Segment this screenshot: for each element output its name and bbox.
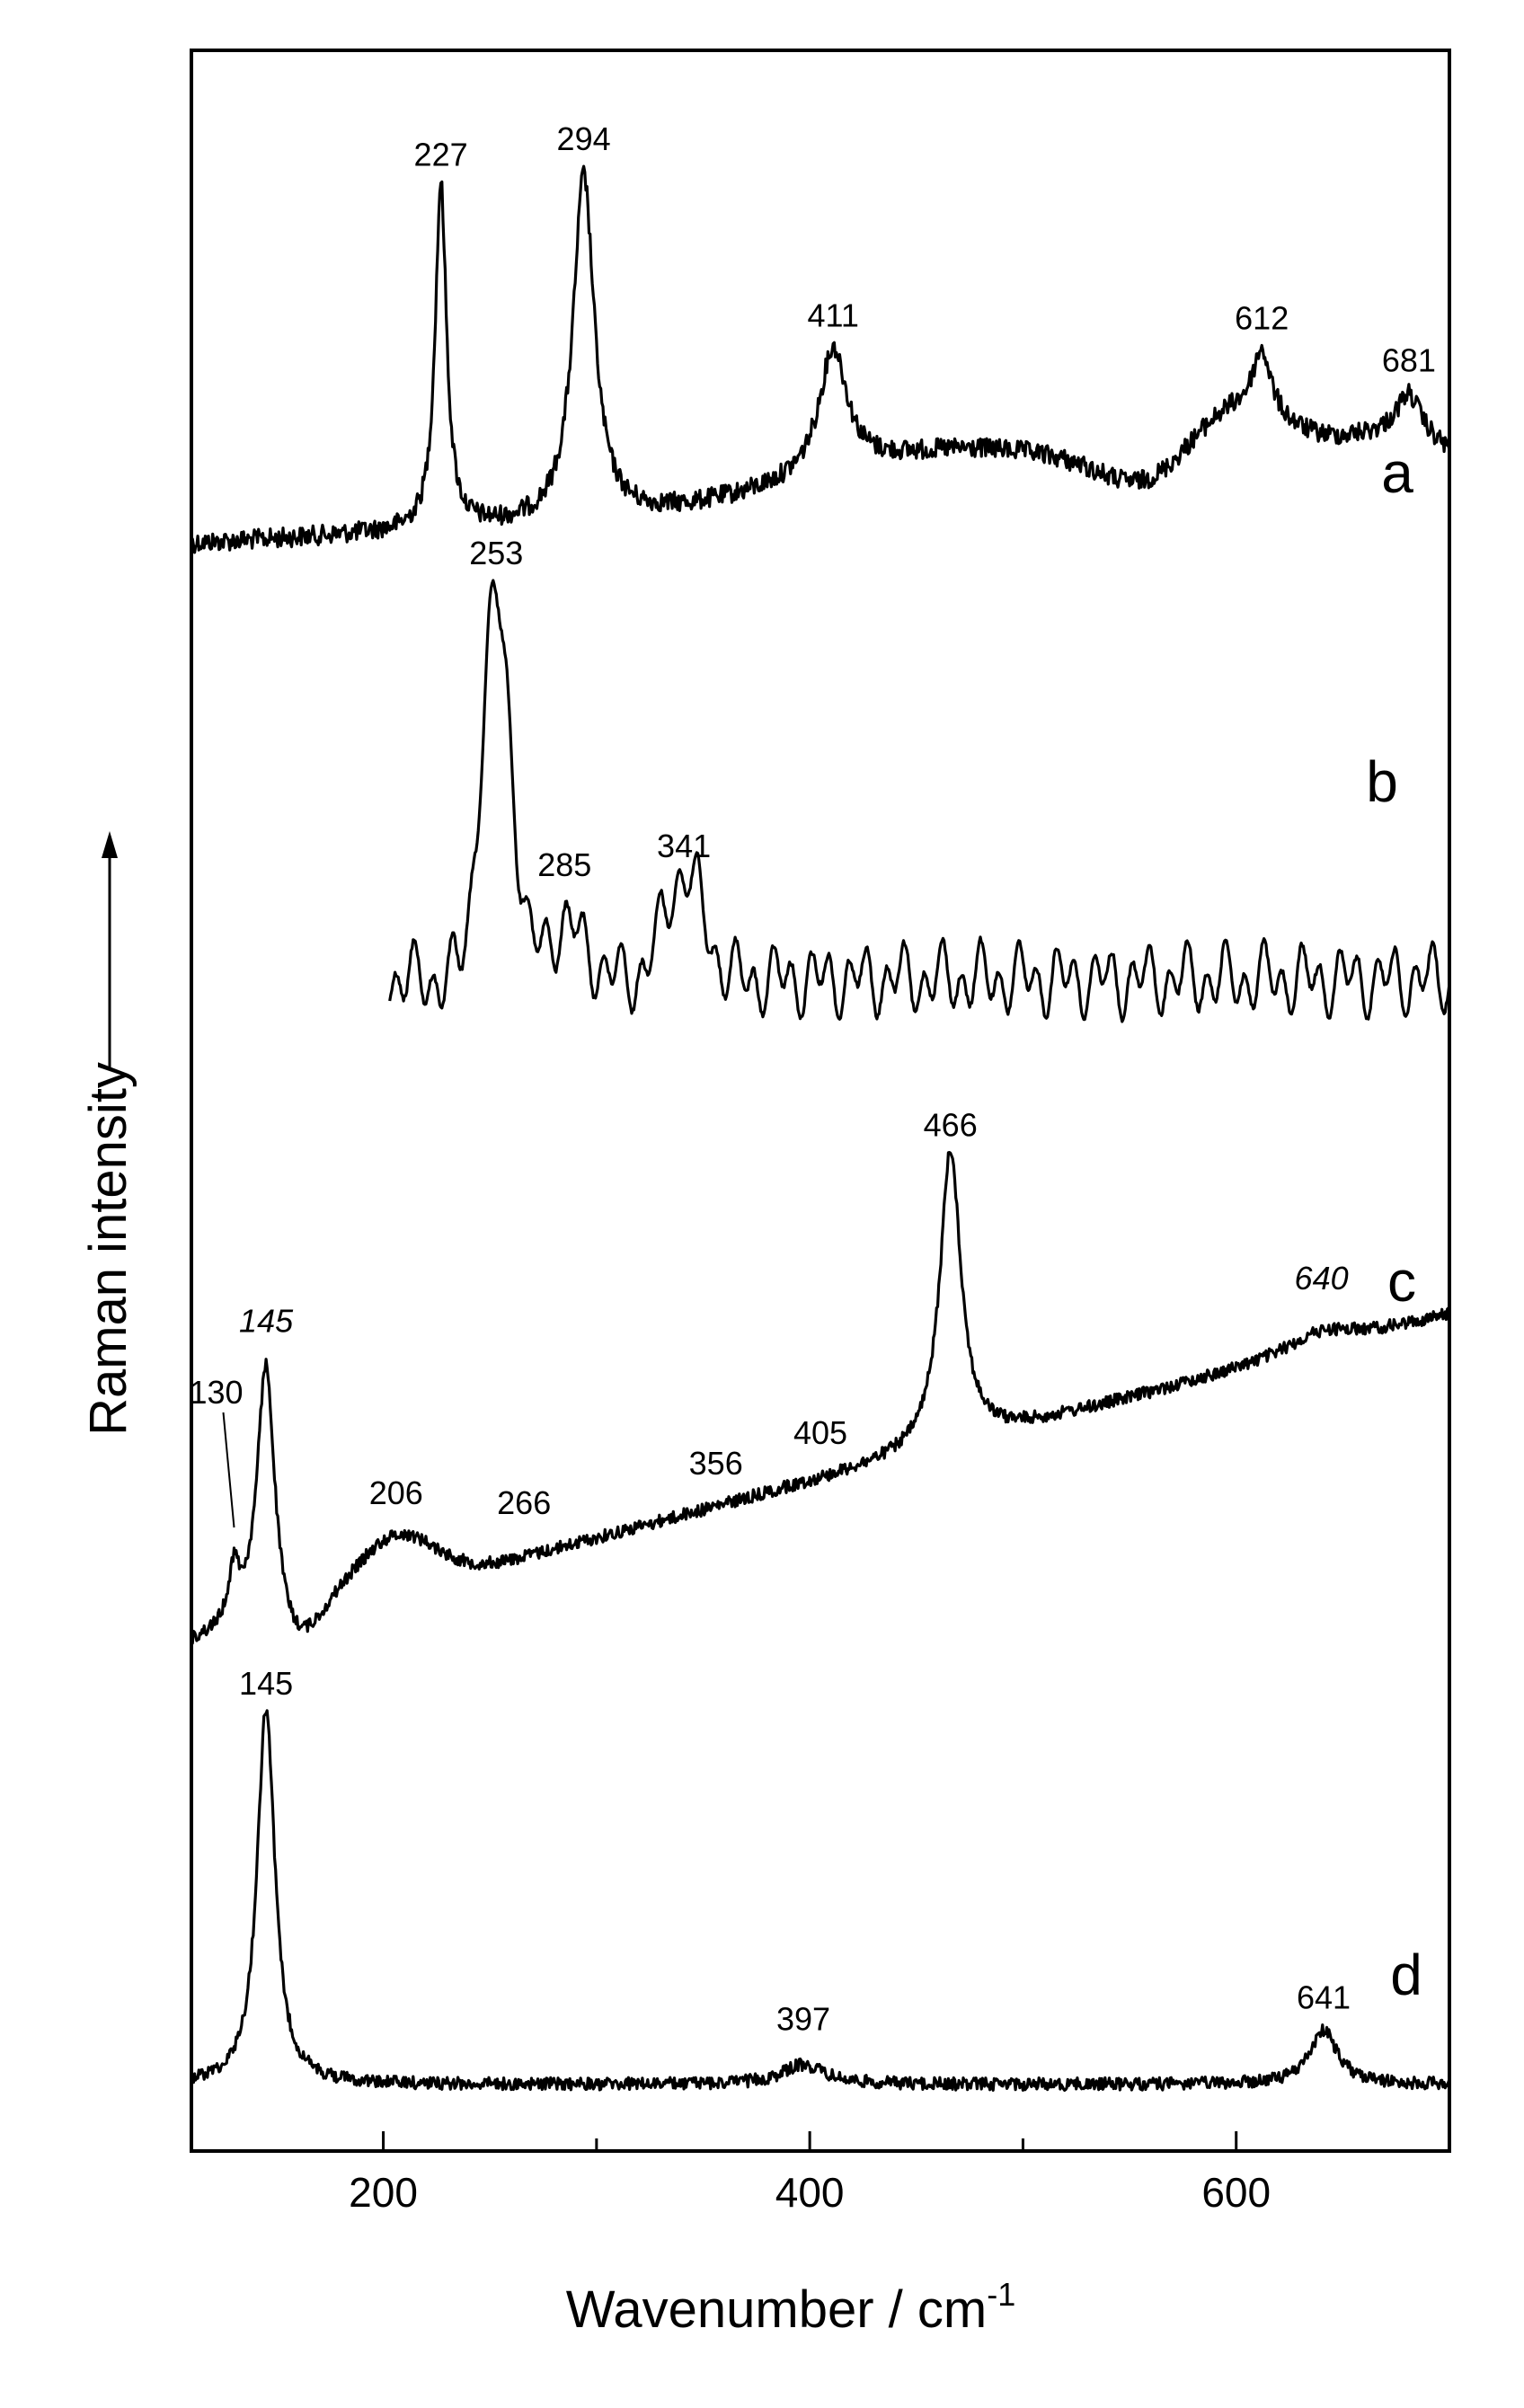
trace-label-c: c [1387, 1249, 1416, 1314]
x-axis-title-main: Wavenumber / cm [566, 2280, 987, 2339]
y-axis-title-group: Raman intensity [79, 831, 137, 1436]
trace-label-d: d [1390, 1943, 1422, 2007]
spectra-traces [190, 164, 1451, 2092]
peak-label-a-681: 681 [1382, 342, 1436, 379]
peak-label-b-341: 341 [657, 828, 711, 864]
peak-label-c-466: 466 [924, 1107, 978, 1144]
x-tick-label-200: 200 [349, 2169, 418, 2216]
x-tick-label-600: 600 [1201, 2169, 1271, 2216]
peak-labels: 227 294 411 612 681 253 285 341 130 145 206 266 356 4… [189, 120, 1435, 2037]
spectrum-trace-c [190, 1151, 1450, 1645]
peak-label-a-411: 411 [807, 297, 858, 333]
peak-label-b-253: 253 [469, 535, 523, 571]
x-axis-ticks [382, 2131, 1451, 2151]
peak-label-c-640: 640 [1295, 1260, 1349, 1297]
spectrum-trace-d [190, 1709, 1451, 2092]
y-axis-title: Raman intensity [79, 1062, 137, 1436]
peak-label-b-285: 285 [537, 846, 591, 883]
trace-label-b: b [1366, 749, 1398, 814]
peak-label-a-294: 294 [557, 120, 611, 157]
x-axis-title-superscript: -1 [987, 2276, 1015, 2313]
peak-label-a-227: 227 [414, 136, 468, 173]
peak-label-d-641: 641 [1297, 1979, 1351, 2016]
spectrum-trace-a [190, 164, 1451, 554]
peak-label-c-356: 356 [689, 1445, 743, 1482]
peak-label-c-130: 130 [189, 1374, 243, 1411]
peak-label-a-612: 612 [1235, 299, 1289, 336]
x-axis-title: Wavenumber / cm-1 [566, 2276, 1015, 2339]
plot-frame [190, 49, 1451, 2153]
peak-label-d-145: 145 [239, 1665, 293, 1702]
trace-labels: a b c d [1366, 440, 1422, 2007]
x-axis-tick-labels: 200 400 600 [349, 2169, 1271, 2216]
trace-label-a: a [1381, 440, 1413, 505]
peak-label-c-206: 206 [369, 1474, 423, 1511]
peak-label-d-397: 397 [776, 2001, 830, 2038]
peak-label-c-145: 145 [239, 1303, 294, 1340]
peak-label-c-266: 266 [497, 1484, 551, 1521]
x-tick-label-400: 400 [775, 2169, 845, 2216]
peak-label-c-405: 405 [793, 1414, 847, 1451]
spectrum-trace-b [388, 579, 1451, 1023]
y-axis-arrow-head [102, 831, 118, 858]
peak-leader-c-130 [222, 1412, 235, 1528]
